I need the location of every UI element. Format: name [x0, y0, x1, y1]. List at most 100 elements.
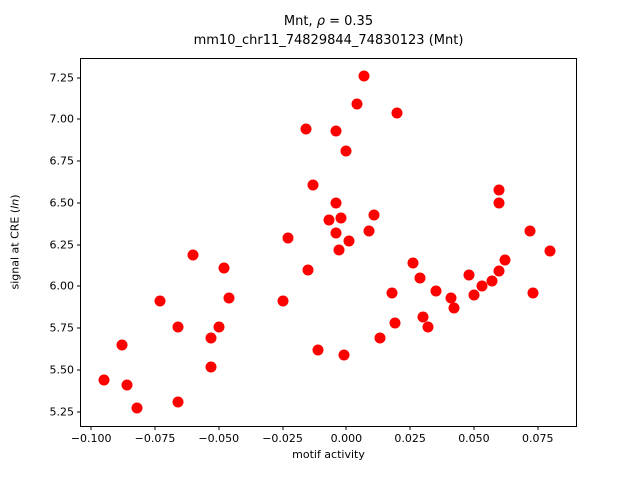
scatter-point — [172, 321, 184, 333]
y-tick-mark — [77, 369, 81, 371]
x-tick-label: −0.075 — [134, 432, 176, 445]
x-tick-label: −0.100 — [70, 432, 112, 445]
y-tick-mark — [77, 160, 81, 162]
scatter-point — [302, 264, 314, 276]
scatter-point — [476, 280, 488, 292]
scatter-point — [307, 179, 319, 190]
scatter-point — [445, 292, 457, 304]
scatter-point — [172, 396, 184, 408]
y-tick-label: 6.75 — [49, 154, 75, 168]
y-tick-mark — [77, 244, 81, 246]
chart-subtitle: mm10_chr11_74829844_74830123 (Mnt) — [193, 33, 464, 48]
scatter-point — [218, 262, 230, 274]
scatter-point — [414, 272, 426, 284]
scatter-point — [116, 339, 128, 351]
scatter-point — [358, 70, 370, 82]
title-prefix: Mnt, — [283, 14, 317, 29]
y-tick-label: 5.50 — [49, 363, 75, 377]
y-tick-label: 7.00 — [49, 112, 75, 126]
scatter-point — [338, 349, 350, 361]
scatter-point — [493, 265, 505, 277]
scatter-point — [407, 257, 419, 269]
scatter-point — [363, 225, 375, 237]
y-axis-label: signal at CRE (ln) — [9, 195, 22, 290]
x-tick-label: 0.000 — [330, 432, 363, 445]
x-tick-label: −0.025 — [262, 432, 303, 445]
ylabel-prefix: signal at CRE ( — [8, 208, 22, 290]
x-tick-mark — [473, 426, 475, 430]
scatter-point — [368, 209, 380, 221]
x-tick-mark — [282, 426, 284, 430]
scatter-point — [386, 287, 398, 299]
scatter-point — [524, 225, 536, 237]
x-tick-mark — [218, 426, 220, 430]
y-tick-mark — [77, 285, 81, 287]
scatter-point — [330, 197, 342, 209]
scatter-point — [335, 212, 347, 224]
scatter-point — [213, 321, 225, 333]
scatter-point — [499, 254, 511, 266]
scatter-point — [417, 311, 429, 323]
plot-area: −0.100 −0.075 −0.050 −0.025 0.000 0.025 0.050 0… — [50, 58, 577, 445]
scatter-point — [493, 184, 505, 196]
x-tick-mark — [409, 426, 411, 430]
scatter-point — [430, 285, 442, 297]
scatter-point — [544, 245, 556, 257]
scatter-point — [422, 321, 434, 333]
x-tick-mark — [90, 426, 92, 430]
y-tick-mark — [77, 77, 81, 79]
y-tick-mark — [77, 202, 81, 204]
y-tick-label: 5.25 — [49, 405, 75, 419]
scatter-point — [527, 287, 539, 299]
scatter-point — [351, 98, 363, 110]
scatter-point — [312, 344, 324, 356]
scatter-point — [463, 269, 475, 281]
ylabel-italic: ln — [8, 198, 22, 209]
scatter-point — [154, 295, 166, 307]
scatter-point — [187, 249, 199, 261]
x-tick-mark — [345, 426, 347, 430]
scatter-point — [391, 107, 403, 119]
scatter-point — [300, 123, 312, 135]
scatter-point — [223, 292, 235, 304]
scatter-point — [448, 302, 460, 314]
scatter-point — [389, 317, 401, 329]
y-tick-mark — [77, 118, 81, 120]
x-tick-label: 0.050 — [458, 432, 490, 445]
scatter-point — [131, 402, 143, 414]
scatter-point — [282, 232, 294, 244]
x-tick-label: 0.025 — [394, 432, 426, 445]
y-tick-label: 6.25 — [49, 238, 75, 252]
rho-symbol: ρ — [316, 14, 325, 29]
scatter-point — [374, 332, 386, 344]
scatter-point — [343, 235, 355, 247]
scatter-point — [330, 227, 342, 239]
scatter-point — [493, 197, 505, 209]
y-tick-label: 5.75 — [49, 321, 75, 335]
scatter-point — [205, 361, 217, 373]
scatter-point — [205, 332, 217, 344]
x-tick-label: −0.050 — [198, 432, 240, 445]
scatter-point — [333, 244, 345, 256]
y-tick-label: 7.25 — [49, 71, 75, 85]
y-tick-mark — [77, 411, 81, 413]
chart-title-block: Mnt, ρ = 0.35 mm10_chr11_74829844_748301… — [80, 12, 577, 50]
ylabel-suffix: ) — [8, 194, 22, 199]
scatter-point — [330, 125, 342, 137]
x-tick-mark — [154, 426, 156, 430]
scatter-point — [468, 289, 480, 301]
y-tick-label: 6.50 — [49, 196, 75, 210]
scatter-point — [486, 275, 498, 287]
chart-title: Mnt, ρ = 0.35 — [80, 12, 577, 31]
x-tick-label: 0.075 — [521, 432, 554, 445]
title-suffix: = 0.35 — [324, 14, 374, 29]
scatter-point — [323, 214, 334, 226]
scatter-point — [340, 145, 352, 157]
y-tick-label: 6.00 — [49, 279, 75, 293]
y-tick-mark — [77, 327, 81, 329]
scatter-point — [121, 379, 133, 391]
x-axis-label: motif activity — [292, 448, 365, 461]
scatter-point — [277, 295, 289, 307]
scatter-point — [98, 374, 110, 386]
